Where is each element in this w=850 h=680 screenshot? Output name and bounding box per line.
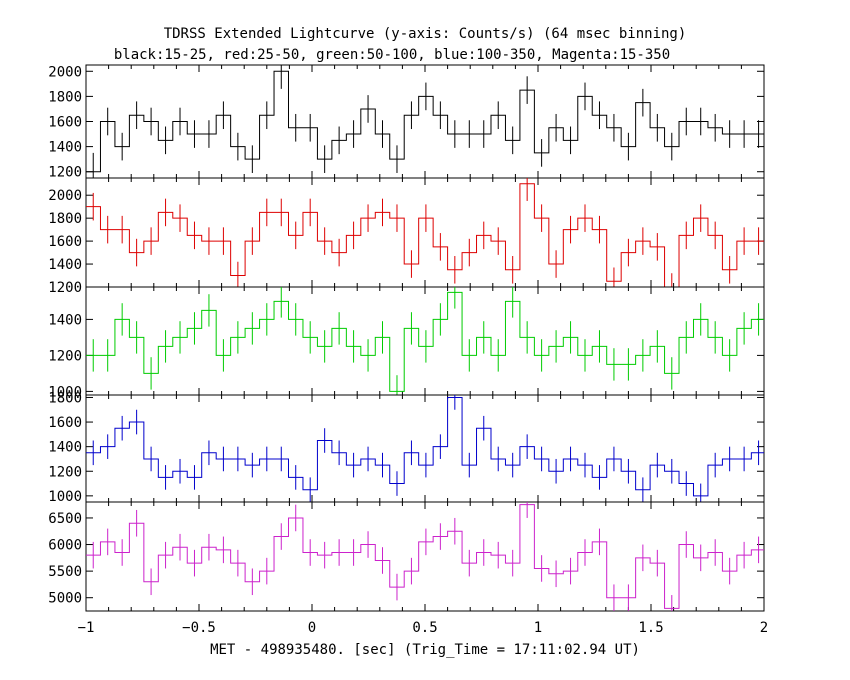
series-3-data	[86, 287, 764, 395]
y-tick-label: 1400	[48, 257, 82, 273]
y-tick-label: 5000	[48, 591, 82, 607]
series-1-data	[86, 65, 764, 178]
y-tick-label: 1600	[48, 415, 82, 431]
y-tick-label: 1800	[48, 211, 82, 227]
x-tick-label: −0.5	[182, 620, 216, 636]
series-5-data	[86, 502, 764, 611]
x-tick-label: 2	[760, 620, 768, 636]
y-tick-label: 5500	[48, 564, 82, 580]
series-2-data	[86, 178, 764, 287]
y-tick-label: 1000	[48, 489, 82, 505]
y-tick-label: 1200	[48, 348, 82, 364]
y-tick-label: 1800	[48, 89, 82, 105]
x-tick-label: 1.5	[638, 620, 663, 636]
panel-3: 1000 1200 1400	[48, 286, 765, 400]
panel-frame	[85, 286, 765, 396]
series-1-step-line	[86, 70, 764, 173]
x-tick-label: −1	[78, 620, 95, 636]
x-tick-label: 0	[308, 620, 316, 636]
y-tick-label: 1400	[48, 440, 82, 456]
x-tick-label: 1	[534, 620, 542, 636]
y-tick-label: 1600	[48, 234, 82, 250]
chart-subtitle: black:15-25, red:25-50, green:50-100, bl…	[114, 47, 670, 63]
panels-group: 1200 1400 1600 1800 2000 1200 1400 1600 1800 2000…	[48, 64, 765, 612]
y-tick-label: 6500	[48, 511, 82, 527]
series-2-step-line	[86, 183, 764, 287]
panel-frame	[85, 394, 765, 503]
y-tick-label: 1000	[48, 384, 82, 400]
x-tick-labels: −1 −0.5 0 0.5 1 1.5 2	[78, 620, 769, 636]
panel-4: 1000 1200 1400 1600 1800	[48, 390, 765, 505]
y-tick-label: 1400	[48, 140, 82, 156]
x-axis-label: MET - 498935480. [sec] (Trig_Time = 17:1…	[210, 642, 640, 658]
y-tick-label: 6000	[48, 538, 82, 554]
y-tick-label: 1200	[48, 280, 82, 296]
series-4-step-line	[86, 396, 764, 497]
panel-2: 1200 1400 1600 1800 2000	[48, 177, 765, 296]
panel-1: 1200 1400 1600 1800 2000	[48, 64, 765, 181]
series-4-data	[86, 395, 764, 502]
x-tick-label: 0.5	[412, 620, 437, 636]
y-tick-label: 1800	[48, 390, 82, 406]
series-5-step-line	[86, 504, 764, 609]
chart-title: TDRSS Extended Lightcurve (y-axis: Count…	[164, 26, 687, 42]
y-tick-label: 1200	[48, 464, 82, 480]
y-tick-label: 1200	[48, 165, 82, 181]
y-tick-label: 2000	[48, 188, 82, 204]
y-tick-label: 2000	[48, 64, 82, 80]
panel-5: 5000 5500 6000 6500	[48, 501, 765, 612]
y-tick-label: 1400	[48, 312, 82, 328]
y-tick-label: 1600	[48, 115, 82, 131]
